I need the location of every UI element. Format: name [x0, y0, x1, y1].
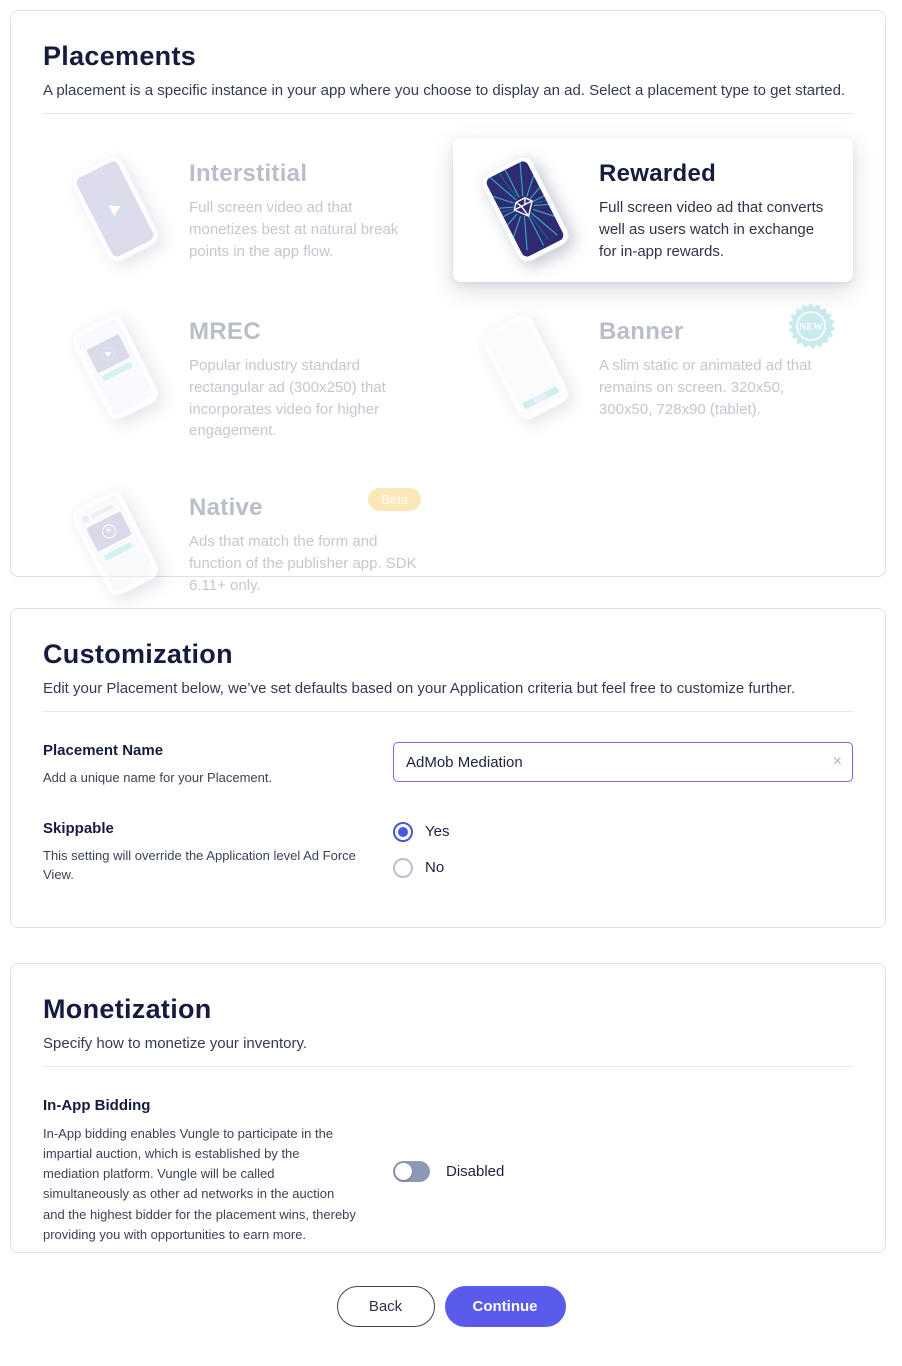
native-illustration: ✳ — [65, 486, 173, 600]
skippable-helper: This setting will override the Applicati… — [43, 847, 356, 883]
placement-type-banner[interactable]: Banner A slim static or animated ad that… — [453, 296, 853, 458]
empty-grid-cell — [453, 472, 853, 616]
placements-card: Placements A placement is a specific ins… — [10, 10, 886, 600]
placement-type-description: Full screen video ad that monetizes best… — [189, 199, 399, 260]
radio-unselected-icon[interactable] — [393, 857, 413, 878]
in-app-bidding-description: In-App bidding enables Vungle to partici… — [43, 1126, 356, 1242]
radio-label: No — [425, 859, 445, 876]
in-app-bidding-row: In-App Bidding In-App bidding enables Vu… — [43, 1097, 853, 1245]
clear-input-icon[interactable]: × — [832, 753, 842, 770]
continue-button[interactable]: Continue — [444, 1286, 566, 1327]
placement-type-name: Native — [189, 494, 263, 521]
footer-actions: Back Continue — [0, 1286, 902, 1327]
placement-type-grid: Interstitial Full screen video ad that m… — [43, 138, 853, 616]
beta-badge: Beta — [368, 488, 421, 511]
customization-subtitle: Edit your Placement below, we’ve set def… — [43, 680, 796, 697]
skippable-label: Skippable — [43, 819, 114, 837]
svg-text:NEW: NEW — [799, 322, 823, 333]
placement-type-name: Interstitial — [189, 160, 308, 187]
placement-type-description: Ads that match the form and function of … — [189, 533, 417, 594]
customization-title: Customization — [43, 639, 233, 669]
radio-selected-icon[interactable] — [393, 821, 413, 842]
placement-type-name: Rewarded — [599, 160, 717, 187]
placement-type-native[interactable]: ✳ Native Ads that match the form and fun… — [43, 472, 443, 616]
new-badge: NEW — [788, 303, 835, 350]
skippable-option-yes[interactable]: Yes — [393, 821, 853, 842]
placement-name-row: Placement Name Add a unique name for you… — [43, 742, 853, 788]
banner-bar — [522, 385, 560, 410]
divider — [43, 711, 853, 712]
monetization-card: Monetization Specify how to monetize you… — [10, 963, 886, 1253]
placement-type-rewarded[interactable]: Rewarded Full screen video ad that conve… — [453, 138, 853, 282]
skippable-option-no[interactable]: No — [393, 857, 853, 878]
radio-label: Yes — [425, 823, 450, 840]
customization-card: Customization Edit your Placement below,… — [10, 608, 886, 928]
placement-type-description: Popular industry standard rectangular ad… — [189, 357, 386, 440]
placement-type-name: MREC — [189, 318, 261, 345]
placement-type-description: A slim static or animated ad that remain… — [599, 357, 812, 418]
monetization-subtitle: Specify how to monetize your inventory. — [43, 1035, 308, 1052]
interstitial-illustration — [65, 152, 173, 266]
placements-subtitle: A placement is a specific instance in yo… — [43, 82, 846, 99]
shutter-icon: ✳ — [99, 522, 119, 541]
placement-type-description: Full screen video ad that converts well … — [599, 199, 824, 260]
in-app-bidding-label: In-App Bidding — [43, 1097, 151, 1114]
rewarded-illustration — [475, 152, 583, 266]
placements-title: Placements — [43, 41, 197, 71]
toggle-knob — [395, 1163, 412, 1181]
rewarded-rays-gem-icon — [484, 161, 566, 257]
mrec-illustration — [65, 310, 173, 424]
placement-name-input[interactable] — [393, 742, 853, 782]
banner-illustration — [475, 310, 583, 424]
placement-type-interstitial[interactable]: Interstitial Full screen video ad that m… — [43, 138, 443, 282]
placement-type-mrec[interactable]: MREC Popular industry standard rectangul… — [43, 296, 443, 458]
in-app-bidding-toggle[interactable] — [393, 1161, 430, 1183]
placement-name-label: Placement Name — [43, 742, 164, 759]
monetization-title: Monetization — [43, 994, 212, 1024]
divider — [43, 113, 853, 114]
back-button[interactable]: Back — [336, 1286, 435, 1327]
in-app-bidding-state: Disabled — [446, 1163, 505, 1181]
placement-name-helper: Add a unique name for your Placement. — [43, 770, 273, 785]
placement-type-name: Banner — [599, 318, 684, 345]
divider — [43, 1066, 853, 1067]
skippable-row: Skippable This setting will override the… — [43, 820, 853, 885]
